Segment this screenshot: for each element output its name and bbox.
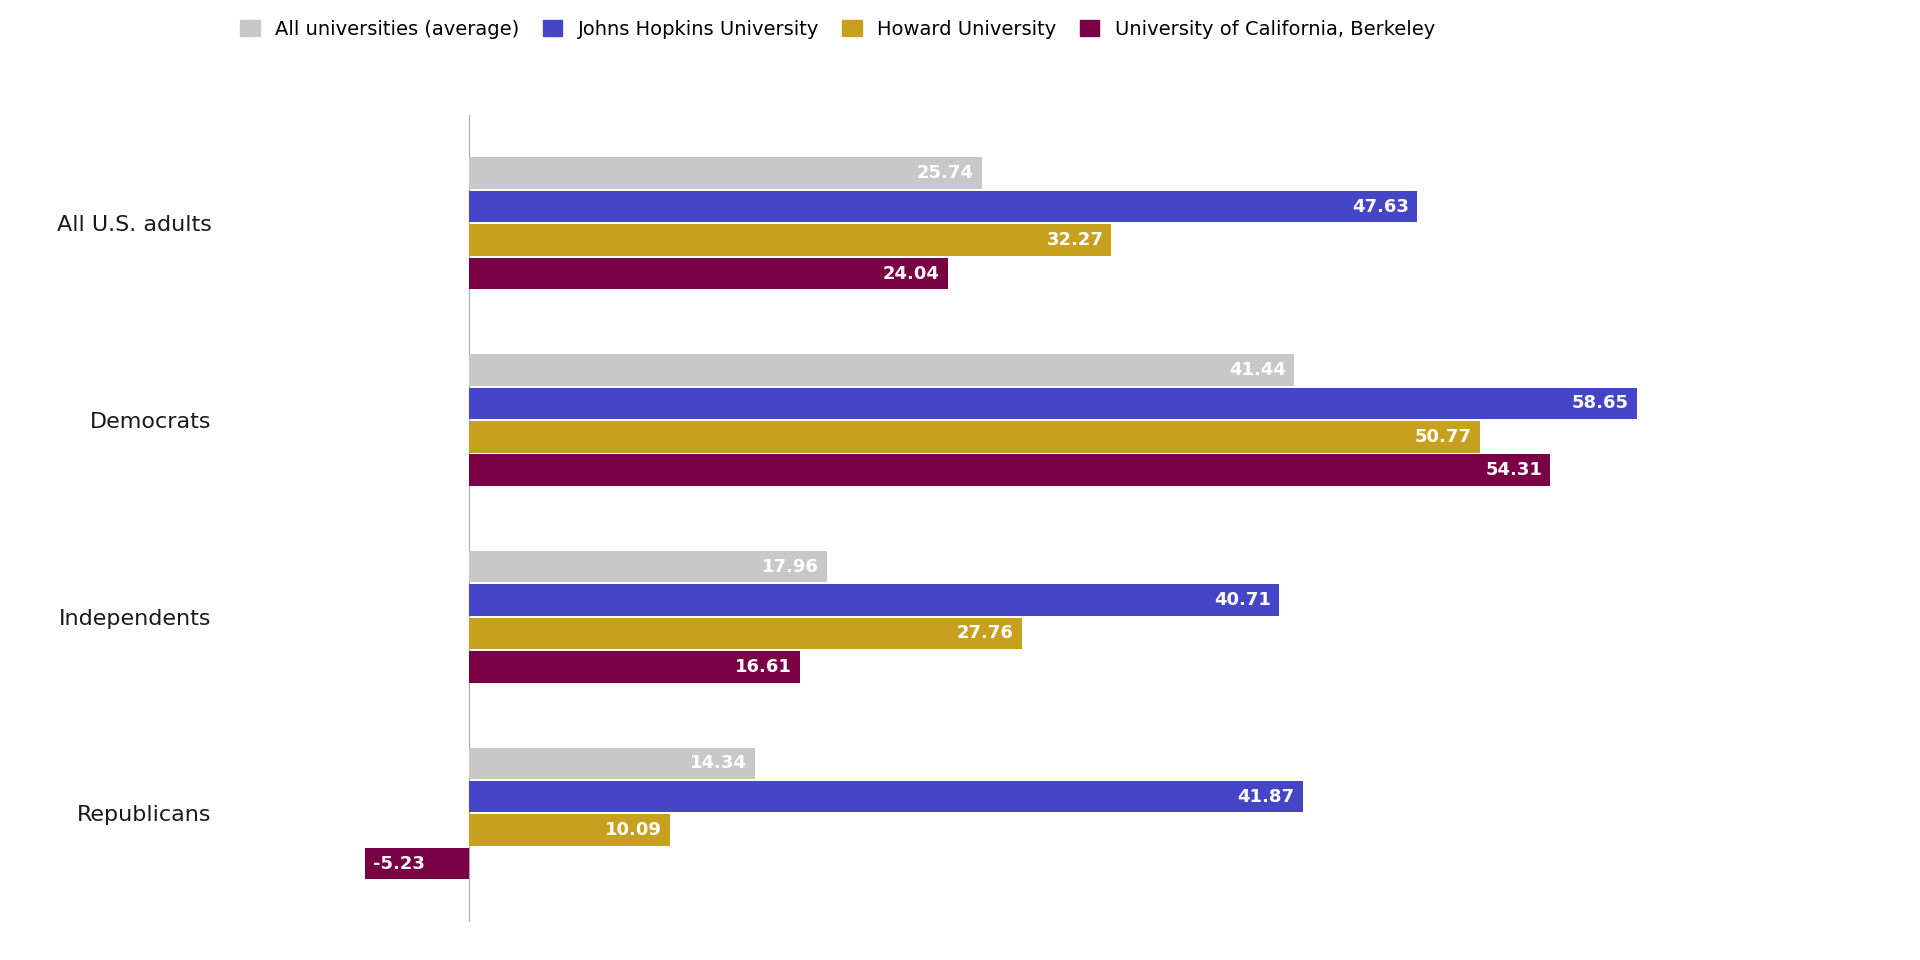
Text: 41.44: 41.44 (1229, 361, 1286, 379)
Text: -5.23: -5.23 (372, 854, 424, 873)
Bar (468, 225, 1112, 255)
Bar (468, 748, 755, 779)
Text: 16.61: 16.61 (735, 658, 791, 676)
Text: 50.77: 50.77 (1415, 428, 1473, 445)
Bar (468, 617, 1021, 649)
Bar (468, 781, 1302, 812)
Text: 14.34: 14.34 (689, 755, 747, 772)
Text: 10.09: 10.09 (605, 821, 662, 839)
Bar (468, 814, 670, 846)
Text: 17.96: 17.96 (762, 558, 818, 576)
Bar (468, 191, 1417, 223)
Text: 40.71: 40.71 (1215, 591, 1271, 609)
Text: 54.31: 54.31 (1486, 461, 1542, 479)
Bar (468, 388, 1636, 420)
Bar (468, 258, 948, 289)
Bar (468, 157, 981, 189)
Text: 24.04: 24.04 (883, 265, 939, 282)
Bar (468, 585, 1279, 615)
Bar (468, 354, 1294, 386)
Text: 27.76: 27.76 (956, 624, 1014, 642)
Bar (468, 454, 1549, 486)
Text: 41.87: 41.87 (1238, 788, 1294, 805)
Text: 47.63: 47.63 (1352, 198, 1409, 216)
Bar (468, 421, 1480, 452)
Text: 32.27: 32.27 (1046, 231, 1104, 249)
Bar (468, 651, 801, 683)
Text: 25.74: 25.74 (916, 164, 973, 182)
Bar (468, 551, 828, 583)
Text: 58.65: 58.65 (1572, 395, 1628, 413)
Bar (365, 848, 468, 879)
Legend: All universities (average), Johns Hopkins University, Howard University, Univers: All universities (average), Johns Hopkin… (240, 20, 1436, 39)
